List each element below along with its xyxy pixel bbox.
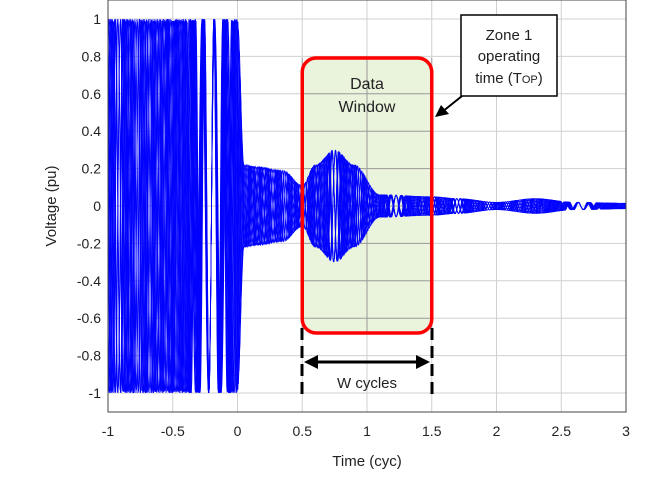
y-tick-label: 0.4	[82, 123, 102, 139]
y-tick-label: 0	[93, 198, 101, 214]
y-tick-label: -0.6	[77, 310, 101, 326]
callout-box	[460, 14, 558, 97]
x-tick-label: 3	[622, 423, 630, 439]
span-arrowhead-left	[304, 355, 318, 369]
y-tick-label: 0.2	[82, 161, 102, 177]
x-tick-label: 1.5	[422, 423, 442, 439]
data-window-label-2: Window	[339, 99, 396, 116]
x-tick-label: 0.5	[293, 423, 313, 439]
plot-frame	[107, 0, 627, 413]
voltage-curves	[107, 18, 627, 394]
x-tick-label: 2.5	[552, 423, 572, 439]
x-tick-label: 1	[363, 423, 371, 439]
callout-arrow	[441, 95, 463, 113]
y-tick-label: 0.6	[82, 86, 102, 102]
x-tick-label: -0.5	[161, 423, 185, 439]
x-tick-labels: -1 -0.5 0 0.5 1 1.5 2 2.5 3	[102, 423, 630, 439]
y-tick-label: -0.2	[77, 235, 101, 251]
voltage-curve	[107, 18, 627, 394]
voltage-curve	[107, 18, 627, 394]
y-tick-label: 1	[93, 11, 101, 27]
callout-line-3: time (TOP)	[475, 70, 543, 87]
span-arrowhead-right	[416, 355, 430, 369]
callout-arrowhead	[435, 105, 449, 117]
x-tick-label: 2	[493, 423, 501, 439]
callout-line-2: operating	[478, 48, 541, 65]
voltage-curve	[107, 19, 627, 394]
y-tick-label: -1	[89, 385, 102, 401]
y-tick-label: -0.8	[77, 348, 101, 364]
x-tick-label: 0	[234, 423, 242, 439]
span-label: W cycles	[337, 375, 397, 392]
callout-line-1: Zone 1	[486, 27, 533, 44]
x-tick-label: -1	[102, 423, 115, 439]
y-tick-label: -0.4	[77, 273, 101, 289]
data-window-rect	[300, 56, 434, 335]
y-tick-label: 0.8	[82, 48, 102, 64]
y-tick-labels: 1 0.8 0.6 0.4 0.2 0 -0.2 -0.4 -0.6 -0.8 -1	[77, 11, 101, 401]
x-axis-label: Time (cyc)	[332, 453, 401, 470]
y-axis-label: Voltage (pu)	[43, 166, 60, 247]
data-window-label-1: Data	[350, 76, 384, 93]
